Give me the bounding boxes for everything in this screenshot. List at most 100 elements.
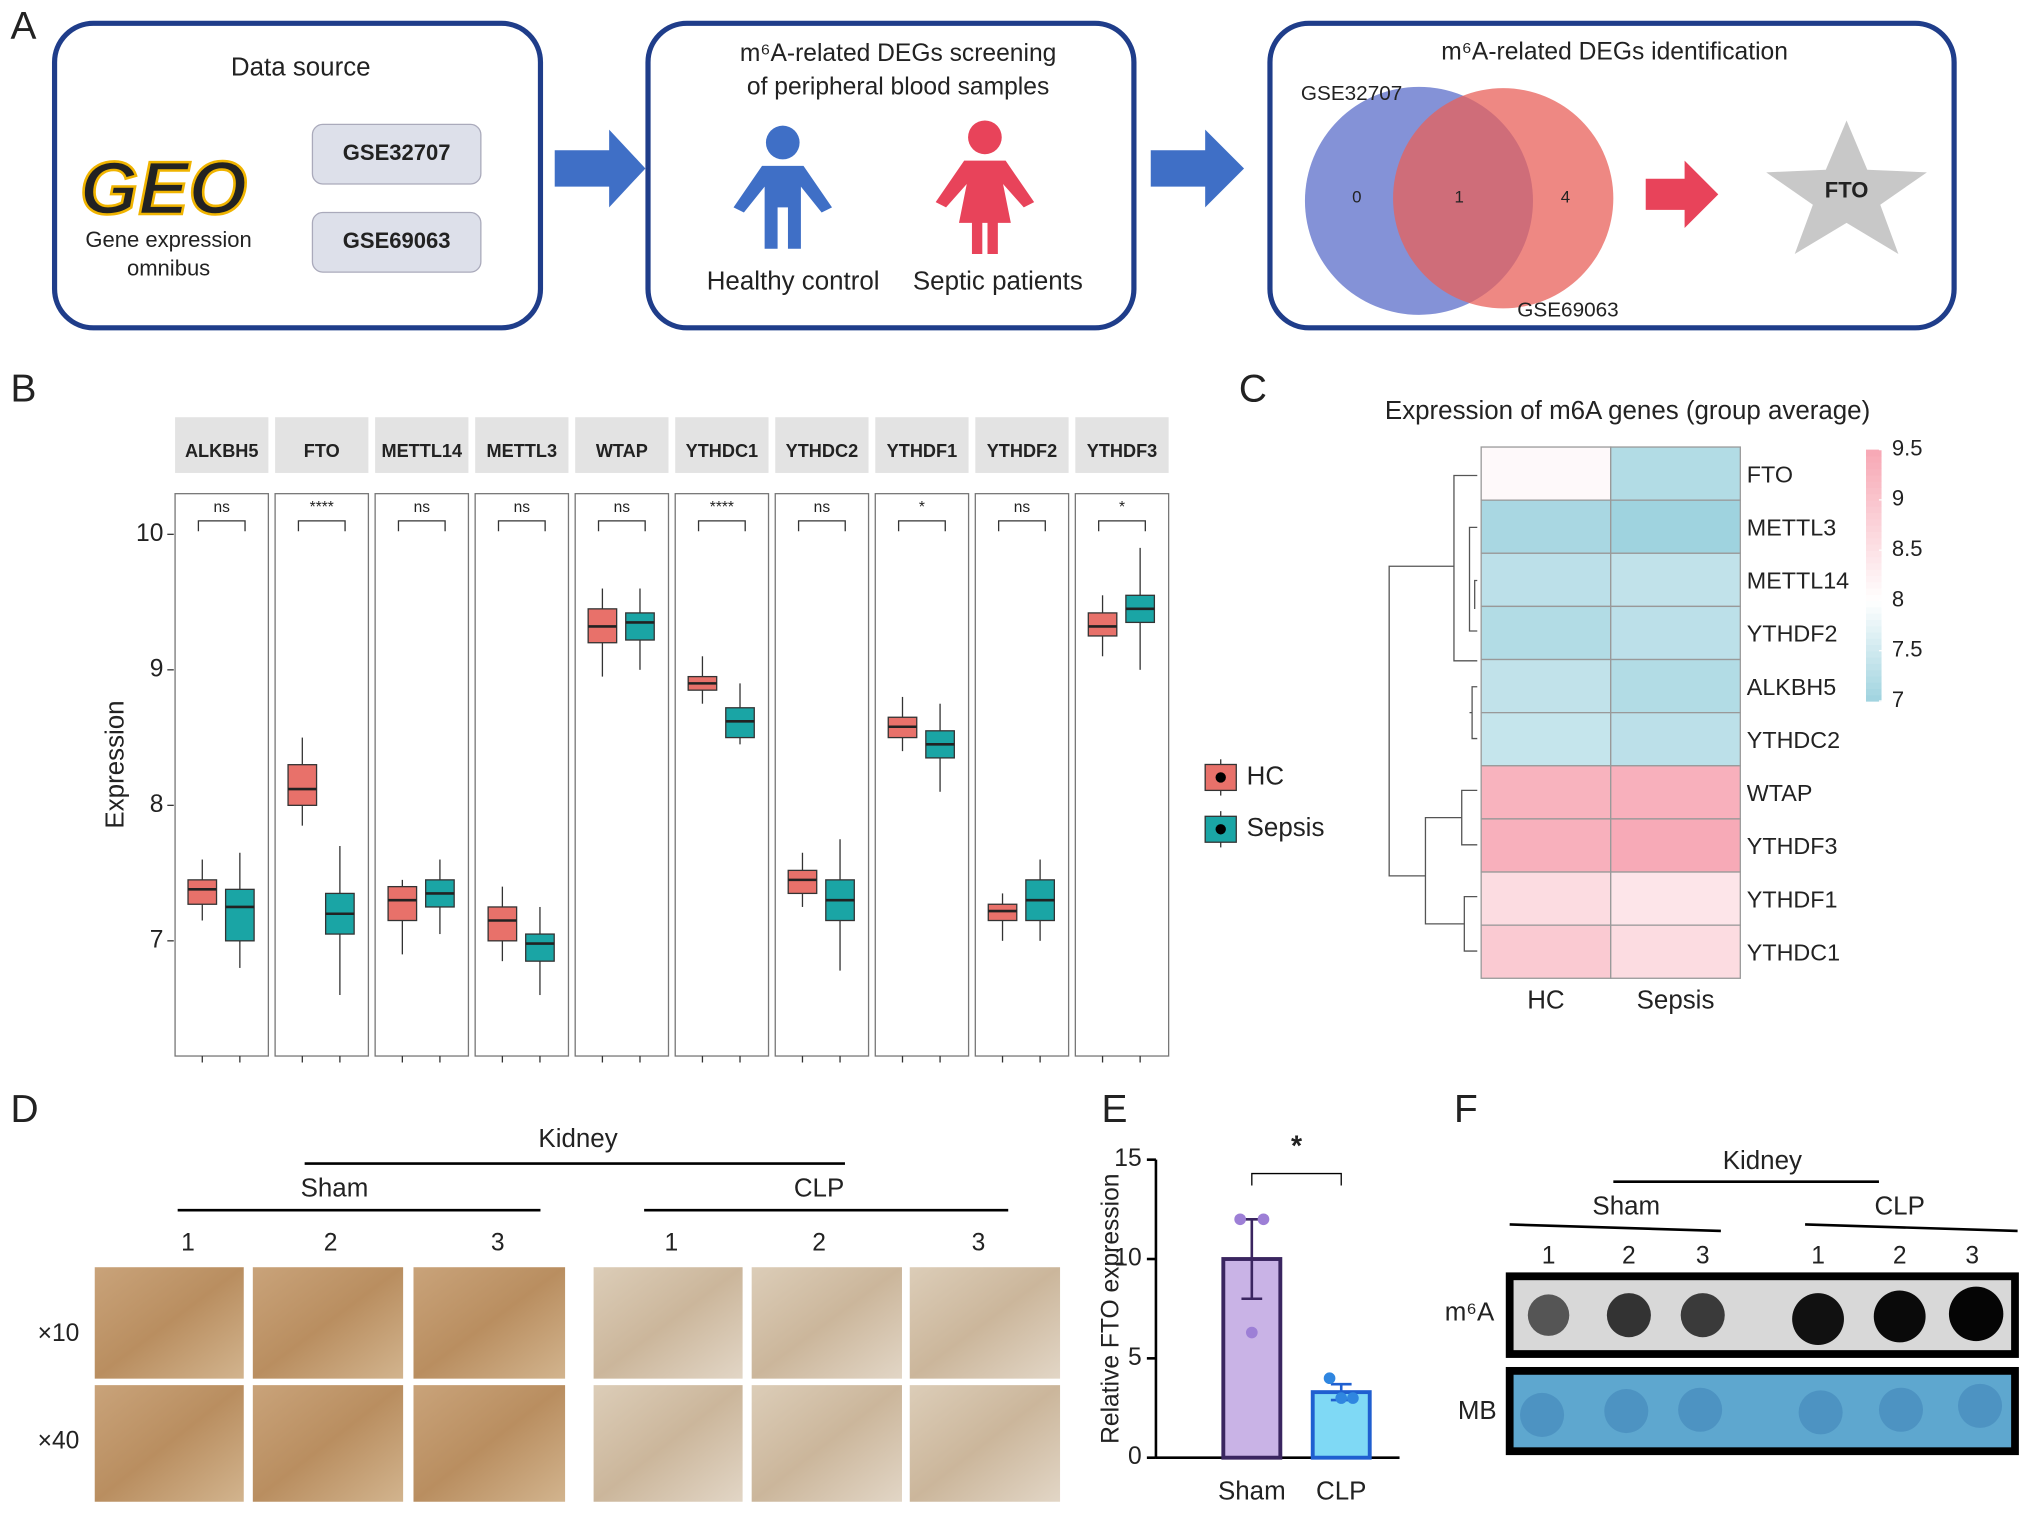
colorbar-step [1865, 688, 1882, 696]
group: Sham [1592, 1192, 1660, 1220]
colorbar-step [1865, 694, 1882, 702]
colorbar-step [1865, 512, 1882, 520]
y-tick-label: 5 [1128, 1344, 1142, 1371]
legend-label: HC [1247, 762, 1284, 790]
colorbar-step [1865, 631, 1882, 639]
heatmap-cell [1480, 552, 1612, 608]
panel-d: Kidney Sham CLP 1 2 3 1 2 3 ×10 ×40 [38, 1125, 1061, 1502]
heatmap-cell [1610, 605, 1741, 661]
venn-count: 1 [1454, 188, 1463, 207]
significance: * [919, 499, 925, 516]
replicate: 2 [812, 1229, 826, 1256]
replicate: 2 [324, 1229, 338, 1256]
heatmap-cell [1610, 712, 1741, 767]
x-tick-label: CLP [1316, 1478, 1366, 1506]
significance: **** [310, 499, 334, 516]
dot-blot [1505, 1272, 2019, 1358]
box [387, 885, 418, 922]
box [787, 869, 818, 895]
person-icon [733, 125, 833, 249]
dataset: GSE69063 [343, 228, 451, 253]
box [525, 933, 555, 962]
significance: ns [414, 499, 431, 516]
colorbar-step [1865, 474, 1882, 482]
legend-dot [1215, 824, 1226, 835]
y-tick-label: 10 [1114, 1245, 1141, 1272]
data-point [1347, 1392, 1359, 1404]
panel-label: F [1454, 1088, 1478, 1131]
box-title: Data source [231, 54, 371, 82]
group: Sham [301, 1174, 369, 1202]
colorbar-tick-label: 7 [1892, 687, 1904, 712]
row-label: MB [1458, 1397, 1497, 1425]
row-label: FTO [1747, 461, 1793, 487]
facet-strip [575, 417, 669, 473]
facet-panel [174, 493, 270, 1057]
facet-strip [975, 417, 1069, 473]
significance-bracket [1251, 1172, 1342, 1186]
heatmap-title: Expression of m6A genes (group average) [1385, 397, 1870, 425]
colorbar-step [1865, 537, 1882, 545]
colorbar-step [1865, 481, 1882, 488]
colorbar-step [1865, 625, 1882, 633]
venn-circle [1393, 88, 1614, 309]
significance-bracket [397, 520, 446, 532]
colorbar-step [1865, 499, 1882, 507]
facet-strip [275, 417, 369, 473]
bar [1221, 1257, 1283, 1460]
colorbar-step [1865, 594, 1882, 602]
heatmap-cell [1480, 712, 1612, 767]
significance-bracket [197, 520, 246, 532]
facet-label: YTHDF3 [1087, 441, 1158, 461]
box [224, 888, 255, 942]
colorbar-step [1865, 581, 1882, 589]
column-label: Sepsis [1637, 986, 1715, 1014]
data-point [1234, 1213, 1246, 1226]
heatmap-cell [1610, 499, 1741, 554]
heatmap-cell [1610, 818, 1741, 873]
panel-f: Kidney Sham CLP 1 2 3 1 2 3 m⁶A MB [1445, 1147, 2019, 1456]
colorbar-step [1865, 606, 1882, 614]
facet-label: METTL14 [381, 441, 462, 461]
significance-bracket [597, 520, 646, 532]
significance: ns [214, 499, 231, 516]
facet-label: FTO [304, 441, 340, 461]
significance-bracket [297, 520, 346, 532]
row-label: METTL3 [1747, 514, 1836, 540]
colorbar-step [1865, 462, 1882, 470]
facet-panel [374, 493, 470, 1057]
colorbar-step [1865, 682, 1882, 690]
replicate: 3 [1696, 1242, 1710, 1269]
group-label: Healthy control [707, 267, 880, 295]
colorbar-step [1865, 525, 1882, 532]
heatmap-cell [1480, 605, 1612, 661]
facet-strip [1075, 417, 1169, 473]
facet-label: YTHDC2 [786, 441, 859, 461]
colorbar-step [1865, 493, 1882, 501]
colorbar-step [1865, 468, 1882, 476]
replicate: 2 [1893, 1242, 1907, 1269]
bracket [1805, 1223, 2018, 1233]
data-point [1245, 1326, 1258, 1339]
significance: * [1119, 499, 1125, 516]
venn-count: 0 [1352, 188, 1361, 207]
magnification: ×10 [38, 1320, 80, 1347]
colorbar-step [1865, 575, 1882, 583]
replicate: 1 [181, 1229, 195, 1256]
colorbar-step [1865, 543, 1882, 551]
y-tick-label: 15 [1114, 1145, 1141, 1172]
y-tick-label: 8 [150, 791, 164, 818]
venn-count: 4 [1561, 188, 1570, 207]
box [1087, 612, 1118, 637]
row-label: METTL14 [1747, 568, 1849, 594]
group: CLP [794, 1174, 844, 1202]
dataset-box [311, 123, 482, 185]
significance: ns [514, 499, 531, 516]
heatmap-cell [1480, 818, 1612, 873]
heatmap-cell [1610, 924, 1741, 979]
significance-bracket [797, 520, 846, 532]
dataset-box [311, 211, 482, 273]
box-title: m⁶A-related DEGs identification [1441, 39, 1788, 66]
colorbar-step [1865, 587, 1882, 595]
